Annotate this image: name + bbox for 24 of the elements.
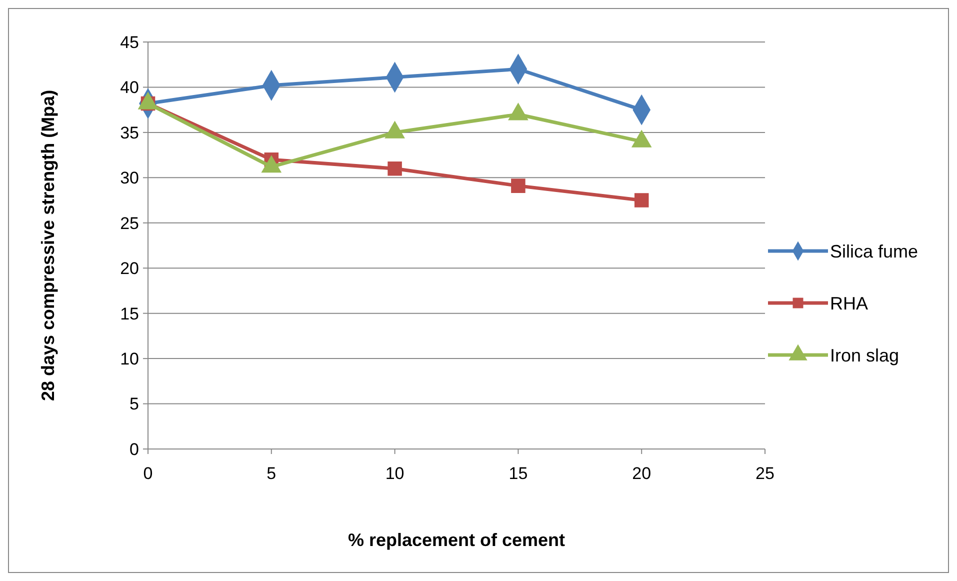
y-tick-label: 15 (120, 304, 139, 324)
y-tick-label: 45 (120, 32, 139, 52)
legend-label: Iron slag (830, 345, 900, 366)
x-axis-title: % replacement of cement (348, 530, 566, 550)
legend-label: RHA (830, 293, 868, 314)
y-tick-label: 20 (120, 259, 139, 278)
x-tick-label: 15 (508, 464, 528, 483)
y-tick-label: 35 (120, 123, 139, 142)
y-tick-label: 10 (120, 350, 139, 369)
y-tick-label: 25 (120, 214, 139, 233)
x-tick-label: 5 (266, 464, 276, 483)
x-tick-label: 20 (632, 464, 652, 483)
x-tick-label: 10 (385, 464, 404, 483)
y-tick-label: 5 (130, 394, 139, 414)
y-tick-label: 0 (130, 440, 139, 459)
y-axis-title: 28 days compressive strength (Mpa) (38, 90, 58, 402)
point (388, 161, 402, 176)
point (634, 193, 649, 208)
point (511, 178, 526, 193)
x-tick-label: 25 (756, 464, 774, 483)
y-tick-label: 40 (120, 78, 139, 98)
legend-label: Silica fume (830, 241, 918, 262)
y-tick-label: 30 (120, 168, 139, 188)
x-tick-label: 0 (143, 464, 153, 483)
